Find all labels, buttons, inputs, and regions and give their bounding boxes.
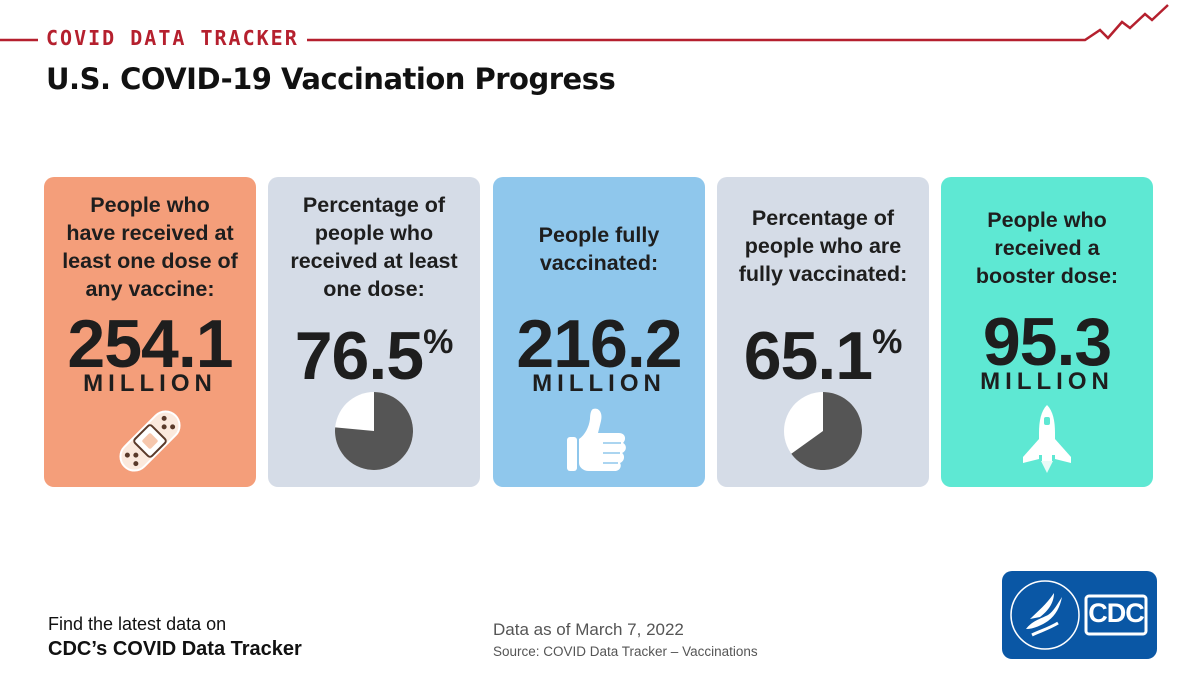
percent-sign: % xyxy=(872,323,903,361)
label-line: people who are xyxy=(744,234,902,258)
card-label: Percentage of people who received at lea… xyxy=(274,191,474,303)
stat-value: 65.1% xyxy=(717,308,929,390)
label-line: People who xyxy=(987,208,1107,232)
footer-find-text: Find the latest data on xyxy=(48,614,227,634)
percent-sign: % xyxy=(423,323,454,361)
card-first-dose-count: People who have received at least one do… xyxy=(44,177,256,487)
label-line: received a xyxy=(994,236,1100,260)
label-line: one dose: xyxy=(323,277,425,301)
label-line: least one dose of xyxy=(62,249,238,273)
label-line: any vaccine: xyxy=(85,277,215,301)
label-line: fully vaccinated: xyxy=(738,262,908,286)
bandage-icon xyxy=(119,410,181,472)
data-attribution: Data as of March 7, 2022 Source: COVID D… xyxy=(493,620,758,659)
label-line: booster dose: xyxy=(975,264,1119,288)
stat-unit: MILLION xyxy=(532,370,666,397)
pie-chart-icon xyxy=(784,392,862,470)
label-line: People fully xyxy=(538,223,660,247)
value-number: 76.5 xyxy=(294,318,424,394)
stat-cards: People who have received at least one do… xyxy=(44,177,1154,487)
label-line: people who xyxy=(314,221,434,245)
data-source: Source: COVID Data Tracker – Vaccination… xyxy=(493,644,758,659)
pie-filled-slice xyxy=(791,392,862,470)
page-title: U.S. COVID-19 Vaccination Progress xyxy=(46,62,616,96)
stat-value: 76.5% xyxy=(268,308,480,390)
card-fully-vaccinated-count: People fully vaccinated: 216.2 MILLION xyxy=(493,177,705,487)
footer-tracker-link[interactable]: Find the latest data on CDC’s COVID Data… xyxy=(48,614,302,661)
space-shuttle-icon xyxy=(1023,405,1071,473)
card-label: People fully vaccinated: xyxy=(499,221,699,277)
cdc-logo: CDC xyxy=(1002,571,1157,659)
card-fully-vaccinated-percent: Percentage of people who are fully vacci… xyxy=(717,177,929,487)
header: COVID DATA TRACKER xyxy=(0,0,1200,60)
card-booster-count: People who received a booster dose: 95.3… xyxy=(941,177,1153,487)
thumbs-up-icon xyxy=(567,408,626,471)
brand-label: COVID DATA TRACKER xyxy=(38,26,307,50)
stat-value: 254.1 xyxy=(67,306,233,382)
pie-filled-slice xyxy=(335,392,413,470)
footer-tracker-text: CDC’s COVID Data Tracker xyxy=(48,638,302,660)
label-line: Percentage of xyxy=(751,206,895,230)
card-label: People who received a booster dose: xyxy=(947,206,1147,290)
card-label: Percentage of people who are fully vacci… xyxy=(723,204,923,288)
value-number: 65.1 xyxy=(743,318,873,394)
stat-unit: MILLION xyxy=(980,368,1114,395)
label-line: received at least xyxy=(290,249,458,273)
cdc-logo-text: CDC xyxy=(1088,598,1145,628)
stat-unit: MILLION xyxy=(83,370,217,397)
data-as-of: Data as of March 7, 2022 xyxy=(493,620,684,639)
card-first-dose-percent: Percentage of people who received at lea… xyxy=(268,177,480,487)
stat-value: 95.3 xyxy=(982,304,1112,380)
label-line: Percentage of xyxy=(302,193,446,217)
pie-chart-icon xyxy=(335,392,413,470)
trend-line-icon xyxy=(0,4,1169,42)
stat-value: 216.2 xyxy=(516,306,682,382)
card-label: People who have received at least one do… xyxy=(50,191,250,303)
hhs-seal-icon xyxy=(1010,580,1148,650)
label-line: have received at xyxy=(66,221,234,245)
label-line: vaccinated: xyxy=(539,251,659,275)
label-line: People who xyxy=(90,193,210,217)
